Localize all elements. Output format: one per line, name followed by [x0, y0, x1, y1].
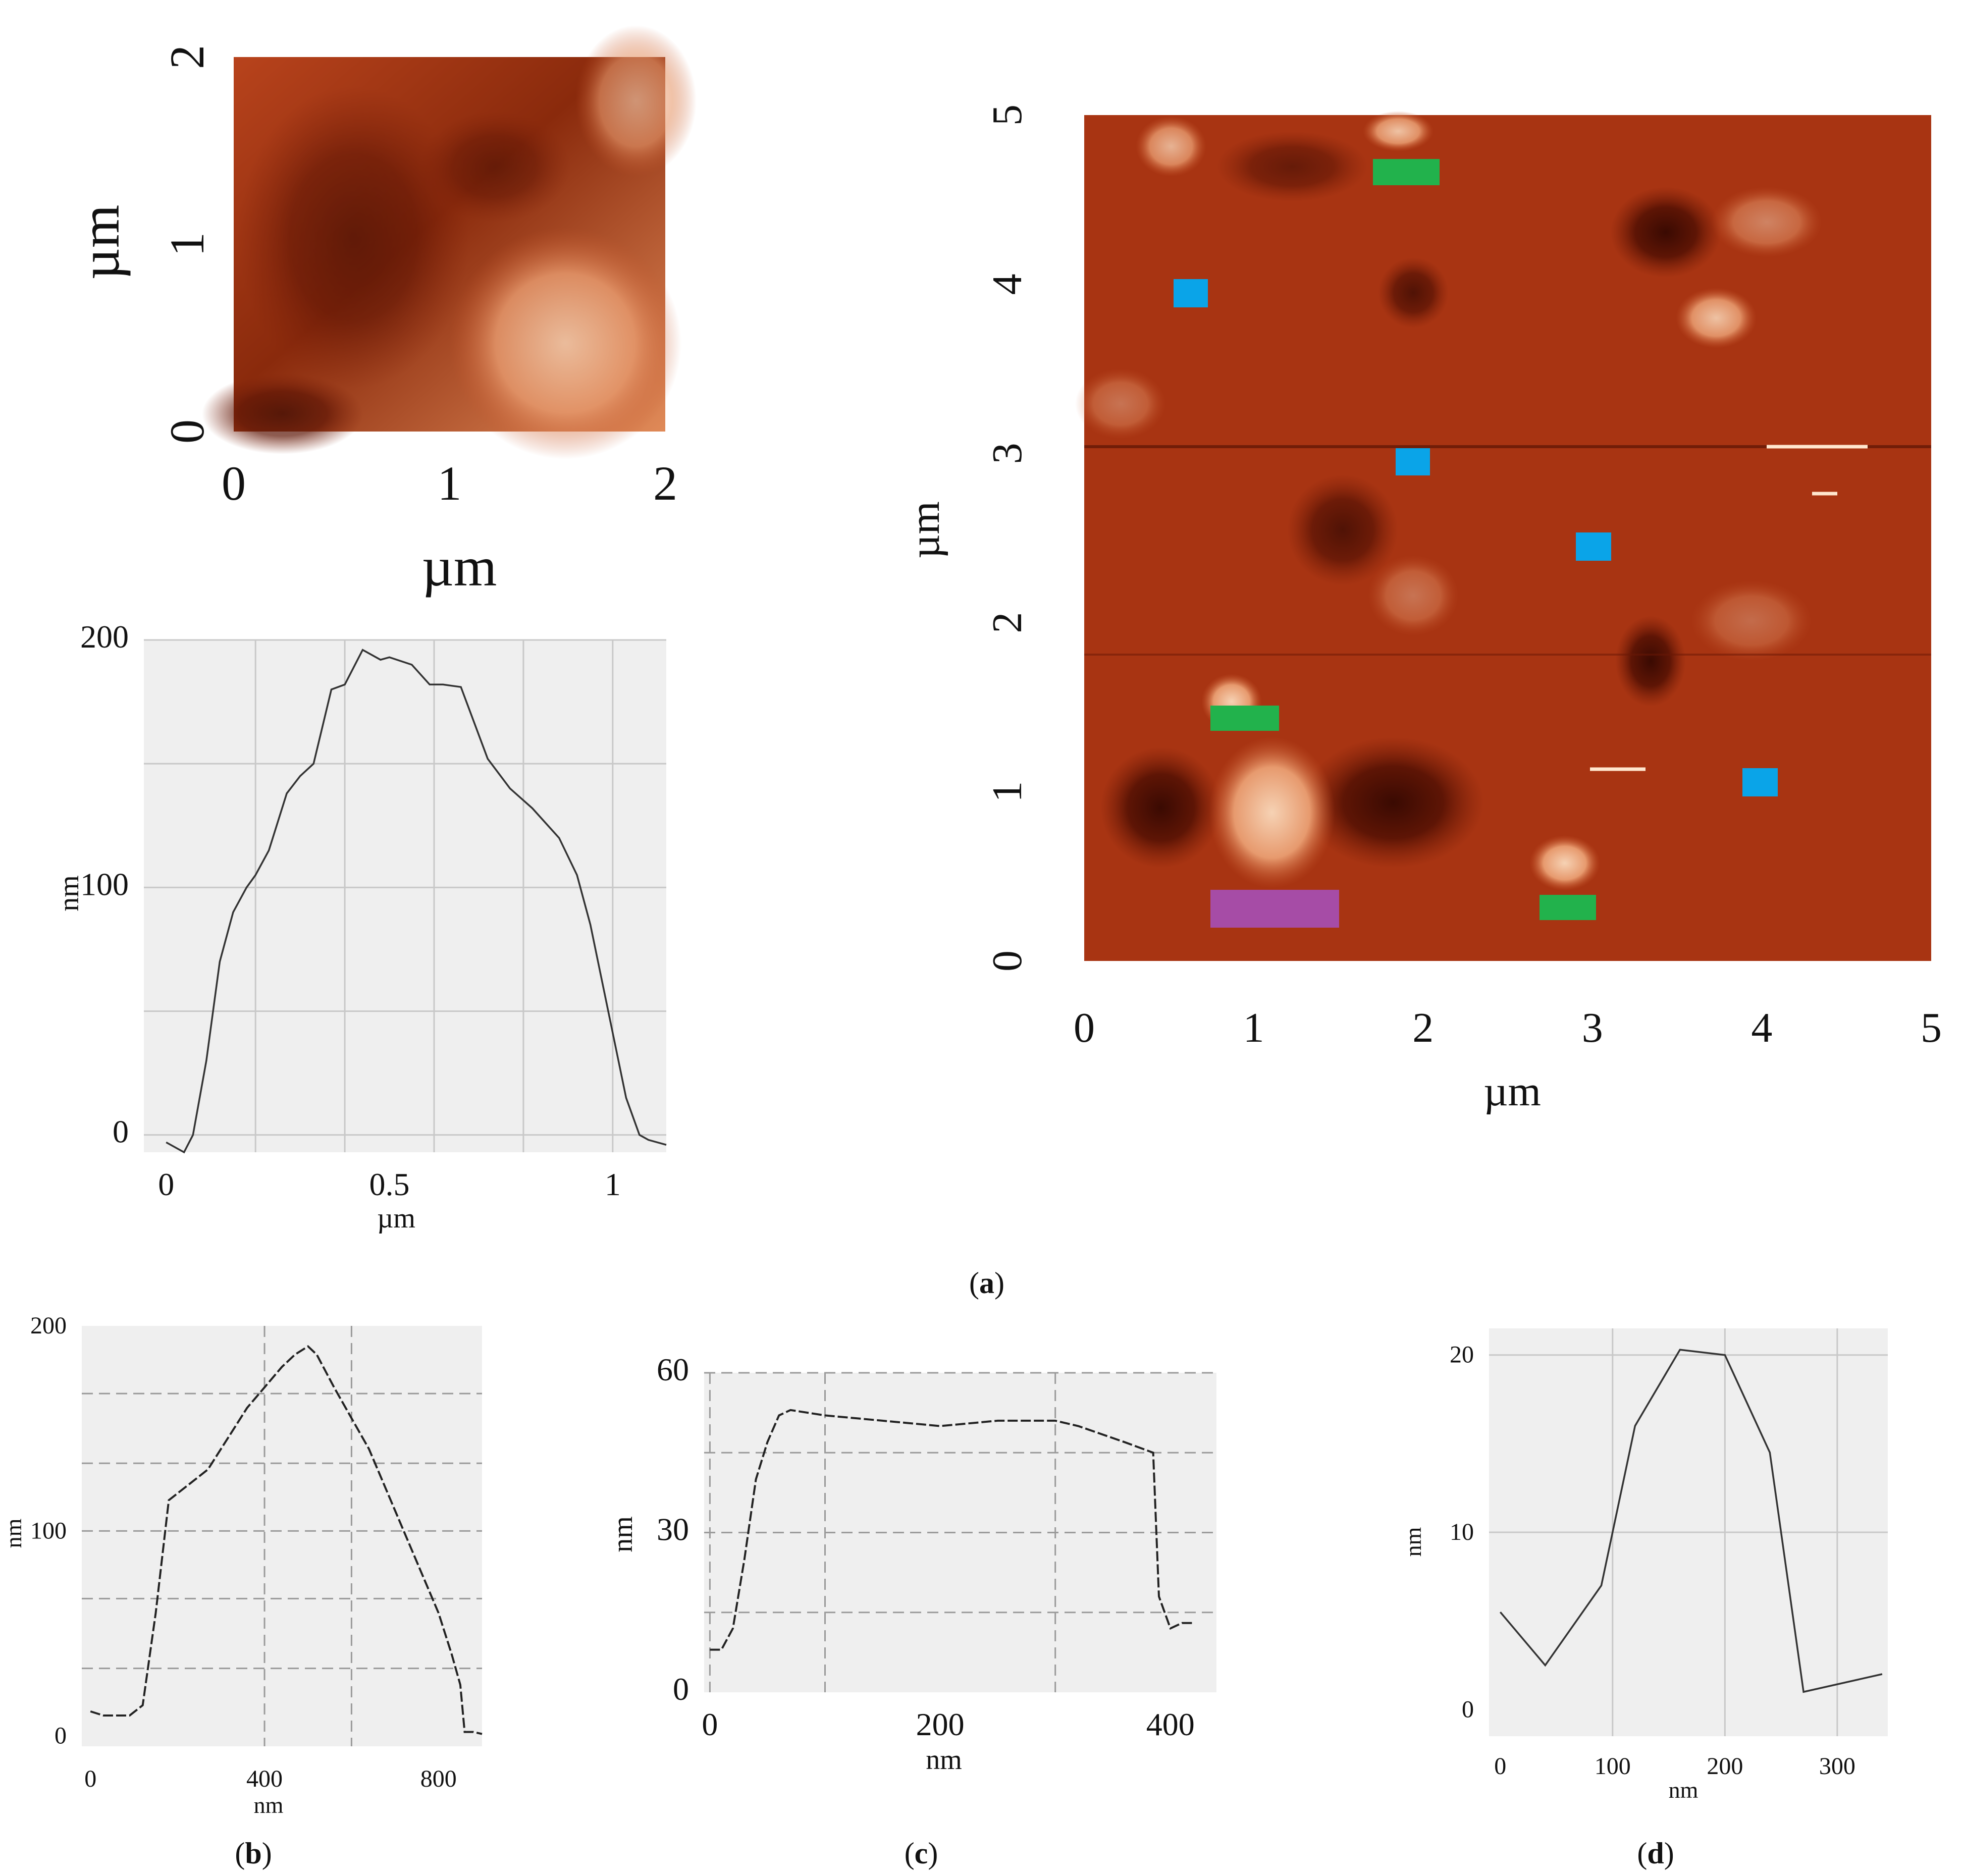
- profile-d-xtick-2: 200: [1707, 1753, 1743, 1780]
- profile-d-ylabel: nm: [1400, 1527, 1426, 1557]
- afm-large-ytick-1: 1: [984, 781, 1031, 802]
- profile-b-ylabel: nm: [1, 1518, 26, 1548]
- afm-large-xtick-5: 5: [1921, 1004, 1942, 1051]
- afm-small-panel: 0 1 2 0 1 2 µm µm: [69, 25, 697, 598]
- afm-small-xlabel: µm: [422, 536, 497, 598]
- afm-small-ytick-2: 2: [160, 45, 214, 69]
- afm-small-ytick-0: 0: [160, 419, 214, 444]
- profile-b-xtick-0: 0: [84, 1765, 96, 1792]
- profile-b-xtick-1: 400: [246, 1765, 283, 1792]
- marker-purple-1: [1210, 890, 1339, 928]
- profile-a-xtick-1: 0.5: [369, 1166, 410, 1202]
- profile-a-ytick-1: 100: [80, 866, 129, 902]
- marker-blue-3: [1576, 532, 1611, 561]
- profile-a-panel: 0 0.5 1 0 100 200 µm nm: [54, 619, 667, 1234]
- afm-small-texture: [202, 25, 697, 459]
- profile-c-ytick-0: 0: [673, 1671, 689, 1707]
- afm-large-ytick-4: 4: [984, 274, 1031, 295]
- profile-a-plot-area: [144, 640, 666, 1152]
- profile-b-ytick-0: 0: [55, 1723, 67, 1749]
- profile-c-xtick-2: 400: [1146, 1706, 1195, 1742]
- profile-c-plot-area: [704, 1373, 1216, 1692]
- profile-c-xtick-0: 0: [702, 1706, 718, 1742]
- afm-large-xtick-4: 4: [1751, 1004, 1772, 1051]
- afm-large-ytick-0: 0: [984, 950, 1031, 972]
- afm-large-ylabel: µm: [901, 501, 948, 559]
- afm-large-panel: 0 1 2 3 4 5 0 1 2 3 4 5 µm µm: [901, 104, 1942, 1115]
- afm-small-ytick-1: 1: [160, 232, 214, 256]
- profile-a-line: [166, 649, 667, 1154]
- panel-label-a: (a): [969, 1266, 1004, 1300]
- profile-d-xtick-3: 300: [1819, 1753, 1855, 1780]
- afm-large-xtick-2: 2: [1412, 1004, 1434, 1051]
- afm-large-texture: [1075, 111, 1931, 891]
- afm-small-xtick-2: 2: [653, 456, 677, 510]
- panel-label-b: (b): [235, 1837, 272, 1870]
- profile-d-xtick-0: 0: [1494, 1753, 1506, 1780]
- panel-label-d: (d): [1637, 1837, 1674, 1870]
- panel-label-c: (c): [905, 1837, 938, 1870]
- profile-b-plot-area: [82, 1326, 482, 1746]
- afm-large-xtick-1: 1: [1243, 1004, 1264, 1051]
- marker-green-3: [1540, 895, 1596, 920]
- profile-c-ylabel: nm: [607, 1516, 639, 1552]
- profile-c-ytick-2: 60: [657, 1352, 689, 1387]
- afm-small-ylabel: µm: [69, 205, 131, 280]
- profile-d-xlabel: nm: [1669, 1777, 1699, 1803]
- profile-b-xlabel: nm: [254, 1792, 284, 1818]
- profile-a-ytick-0: 0: [113, 1114, 129, 1150]
- profile-c-xlabel: nm: [926, 1744, 962, 1776]
- marker-green-1: [1373, 159, 1440, 185]
- profile-d-panel: 0 100 200 300 0 10 20 nm nm: [1400, 1328, 1888, 1803]
- profile-d-ytick-0: 0: [1462, 1696, 1474, 1723]
- profile-b-ytick-2: 200: [30, 1312, 67, 1339]
- afm-large-xtick-3: 3: [1582, 1004, 1603, 1051]
- marker-blue-1: [1174, 279, 1208, 307]
- profile-c-line: [710, 1409, 1194, 1651]
- afm-small-xtick-0: 0: [222, 456, 246, 510]
- afm-large-ytick-2: 2: [984, 612, 1031, 633]
- profile-c-panel: 0 200 400 0 30 60 nm nm: [607, 1352, 1216, 1776]
- afm-small-xtick-1: 1: [438, 456, 462, 510]
- profile-b-xtick-2: 800: [420, 1765, 457, 1792]
- profile-c-ytick-1: 30: [657, 1512, 689, 1547]
- profile-b-ytick-1: 100: [30, 1517, 67, 1544]
- marker-blue-4: [1742, 768, 1778, 796]
- profile-a-xtick-2: 1: [605, 1166, 621, 1202]
- profile-a-ylabel: nm: [54, 875, 85, 912]
- afm-large-ytick-3: 3: [984, 443, 1031, 464]
- profile-d-xtick-1: 100: [1595, 1753, 1631, 1780]
- profile-a-ytick-2: 200: [80, 619, 129, 655]
- afm-large-xlabel: µm: [1483, 1068, 1541, 1115]
- afm-large-xtick-0: 0: [1074, 1004, 1095, 1051]
- profile-d-line: [1499, 1349, 1883, 1693]
- afm-large-ytick-5: 5: [984, 104, 1031, 126]
- profile-d-ytick-2: 20: [1450, 1342, 1474, 1368]
- profile-d-ytick-1: 10: [1450, 1519, 1474, 1545]
- marker-blue-2: [1396, 448, 1430, 475]
- marker-green-2: [1210, 706, 1279, 731]
- profile-c-xtick-1: 200: [916, 1706, 965, 1742]
- profile-b-panel: 0 400 800 0 100 200 nm nm: [1, 1312, 483, 1818]
- profile-a-xtick-0: 0: [158, 1166, 174, 1202]
- profile-a-xlabel: µm: [377, 1203, 415, 1234]
- profile-b-line: [90, 1345, 483, 1735]
